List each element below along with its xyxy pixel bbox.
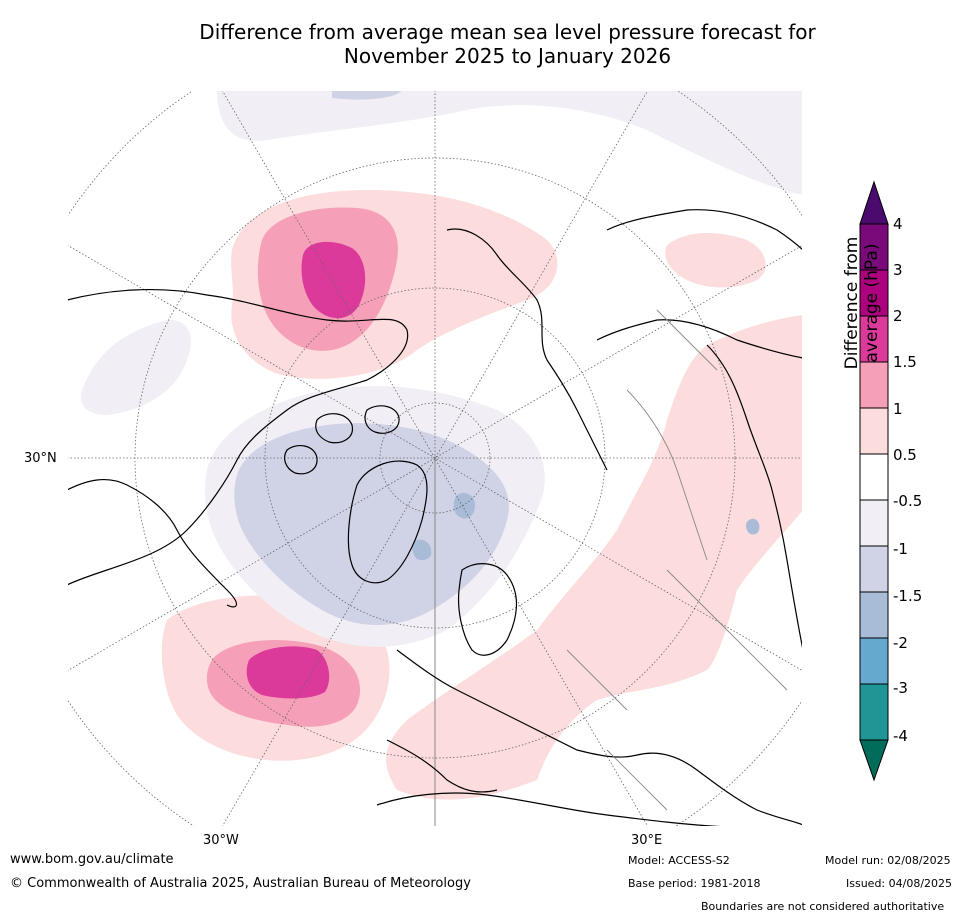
- colorbar-tick-label: 4: [893, 215, 903, 233]
- colorbar-tick-label: 1: [893, 400, 903, 418]
- colorbar: [859, 180, 889, 782]
- anomaly-region-pink-eurasia: [386, 315, 803, 800]
- anomaly-region-lavender-west: [80, 319, 191, 415]
- coastlines: [67, 209, 803, 827]
- footer-issued: Issued: 04/08/2025: [846, 877, 953, 890]
- colorbar-segment: [859, 269, 889, 317]
- colorbar-segment: [859, 637, 889, 685]
- colorbar-tick-label: -4: [893, 727, 908, 745]
- colorbar-tick-label: -1.5: [893, 587, 923, 605]
- colorbar-segment: [859, 407, 889, 455]
- colorbar-tick-label: -2: [893, 634, 908, 652]
- colorbar-segment: [859, 315, 889, 363]
- anomaly-region-lightblue-asia: [745, 518, 760, 535]
- anomaly-region-lavender-topcenter: [332, 90, 402, 100]
- colorbar-tick-label: -3: [893, 679, 908, 697]
- anomaly-region-magenta-atlantic: [246, 646, 330, 699]
- footer-website[interactable]: www.bom.gov.au/climate: [10, 852, 174, 867]
- colorbar-segment: [859, 223, 889, 271]
- colorbar-extend-bottom: [859, 739, 889, 782]
- country-borders: [566, 309, 788, 811]
- colorbar-tick-label: -0.5: [893, 492, 923, 510]
- lat-label-30n: 30°N: [24, 451, 57, 466]
- lon-label-30w: 30°W: [203, 833, 239, 848]
- colorbar-segment: [859, 591, 889, 639]
- title-line-1: Difference from average mean sea level p…: [199, 20, 816, 44]
- colorbar-title: Difference from average (hPa): [842, 236, 882, 370]
- footer-model: Model: ACCESS-S2: [628, 854, 730, 867]
- colorbar-tick-label: -1: [893, 540, 908, 558]
- footer-model-run: Model run: 02/08/2025: [825, 854, 951, 867]
- colorbar-segment: [859, 361, 889, 409]
- colorbar-segment: [859, 453, 889, 501]
- colorbar-tick-label: 0.5: [893, 446, 917, 464]
- colorbar-tick-label: 1.5: [893, 353, 917, 371]
- colorbar-tick-label: 3: [893, 261, 903, 279]
- pressure-anomaly-map: [67, 90, 803, 827]
- anomaly-region-pink-russia-north: [665, 233, 766, 288]
- footer-boundaries: Boundaries are not considered authoritat…: [701, 900, 945, 913]
- colorbar-segment: [859, 545, 889, 593]
- colorbar-segment: [859, 499, 889, 547]
- footer-base-period: Base period: 1981-2018: [628, 877, 761, 890]
- footer-copyright: © Commonwealth of Australia 2025, Austra…: [10, 876, 471, 891]
- anomaly-region-lavender-top: [217, 90, 803, 195]
- colorbar-segment: [859, 683, 889, 741]
- lon-label-30e: 30°E: [631, 833, 663, 848]
- map-title: Difference from average mean sea level p…: [0, 20, 965, 68]
- colorbar-tick-label: 2: [893, 307, 903, 325]
- anomaly-region-blue-arctic-2: [412, 539, 432, 561]
- title-line-2: November 2025 to January 2026: [343, 44, 672, 68]
- anomaly-region-magenta-pacific: [301, 241, 366, 319]
